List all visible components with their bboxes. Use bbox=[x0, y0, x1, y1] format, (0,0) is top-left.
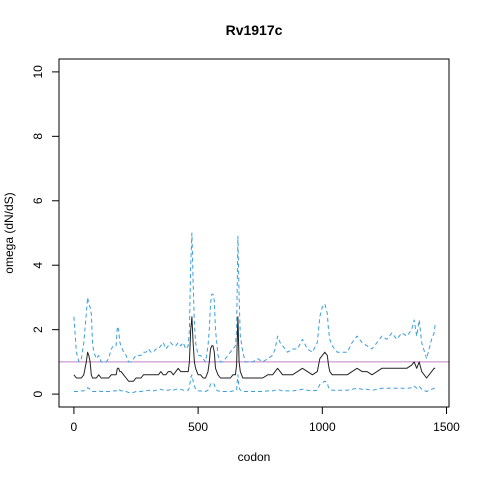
axes-layer: 0 500 1000 1500 0 2 4 6 8 10 bbox=[31, 65, 460, 434]
mean-series-line bbox=[73, 316, 436, 382]
plot-frame bbox=[58, 58, 450, 408]
y-tick-label: 6 bbox=[31, 197, 45, 204]
y-tick-label: 4 bbox=[31, 262, 45, 269]
x-tick-label: 1000 bbox=[309, 420, 336, 434]
x-axis-label: codon bbox=[238, 450, 271, 464]
y-tick-label: 10 bbox=[31, 65, 45, 79]
upper-series-line bbox=[73, 232, 436, 363]
y-tick-label: 2 bbox=[31, 326, 45, 333]
series-layer bbox=[59, 232, 449, 393]
x-tick-label: 0 bbox=[71, 420, 78, 434]
y-axis-label: omega (dN/dS) bbox=[2, 192, 16, 273]
lower-series-line bbox=[73, 374, 436, 393]
chart-title: Rv1917c bbox=[226, 22, 283, 38]
y-tick-label: 8 bbox=[31, 133, 45, 140]
x-tick-label: 1500 bbox=[433, 420, 460, 434]
x-tick-label: 500 bbox=[188, 420, 208, 434]
y-tick-label: 0 bbox=[31, 390, 45, 397]
